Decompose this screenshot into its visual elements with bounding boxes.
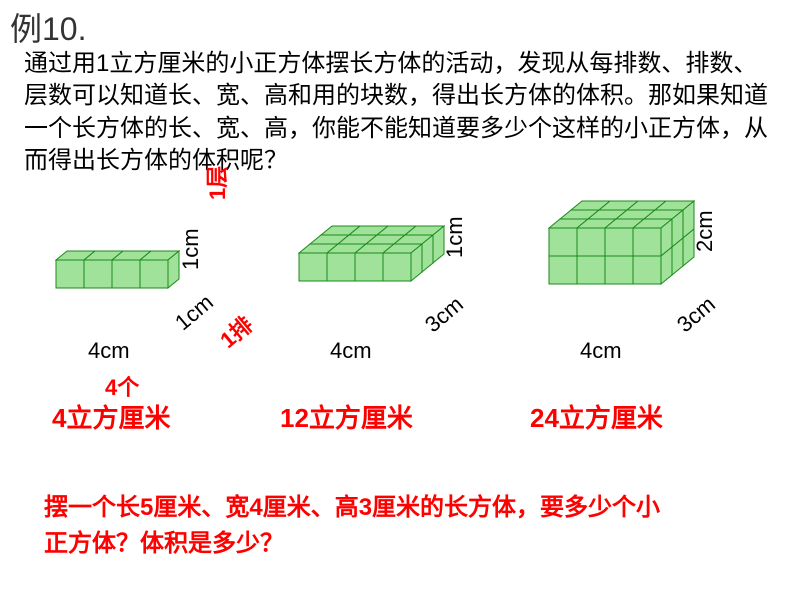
layers-label: 1层 <box>200 166 232 200</box>
cuboid-diagram <box>548 200 695 285</box>
follow-up-question: 摆一个长5厘米、宽4厘米、高3厘米的长方体，要多少个小正方体？体积是多少？ <box>44 490 664 562</box>
cuboid-diagram <box>55 250 180 289</box>
length-label: 4cm <box>88 338 130 364</box>
height-label: 1cm <box>178 228 204 270</box>
volume-label: 12立方厘米 <box>280 398 413 435</box>
length-label: 4cm <box>580 338 622 364</box>
volume-label: 4立方厘米 <box>52 398 170 435</box>
width-label: 3cm <box>672 291 721 338</box>
cuboid-diagram <box>298 225 445 282</box>
length-label: 4cm <box>330 338 372 364</box>
rows-label: 1排 <box>212 308 259 355</box>
height-label: 1cm <box>442 216 468 258</box>
example-number: 例10. <box>10 4 87 50</box>
volume-label: 24立方厘米 <box>530 398 663 435</box>
problem-paragraph: 通过用1立方厘米的小正方体摆长方体的活动，发现从每排数、排数、层数可以知道长、宽… <box>24 48 778 178</box>
height-label: 2cm <box>692 210 718 252</box>
width-label: 3cm <box>420 291 469 338</box>
